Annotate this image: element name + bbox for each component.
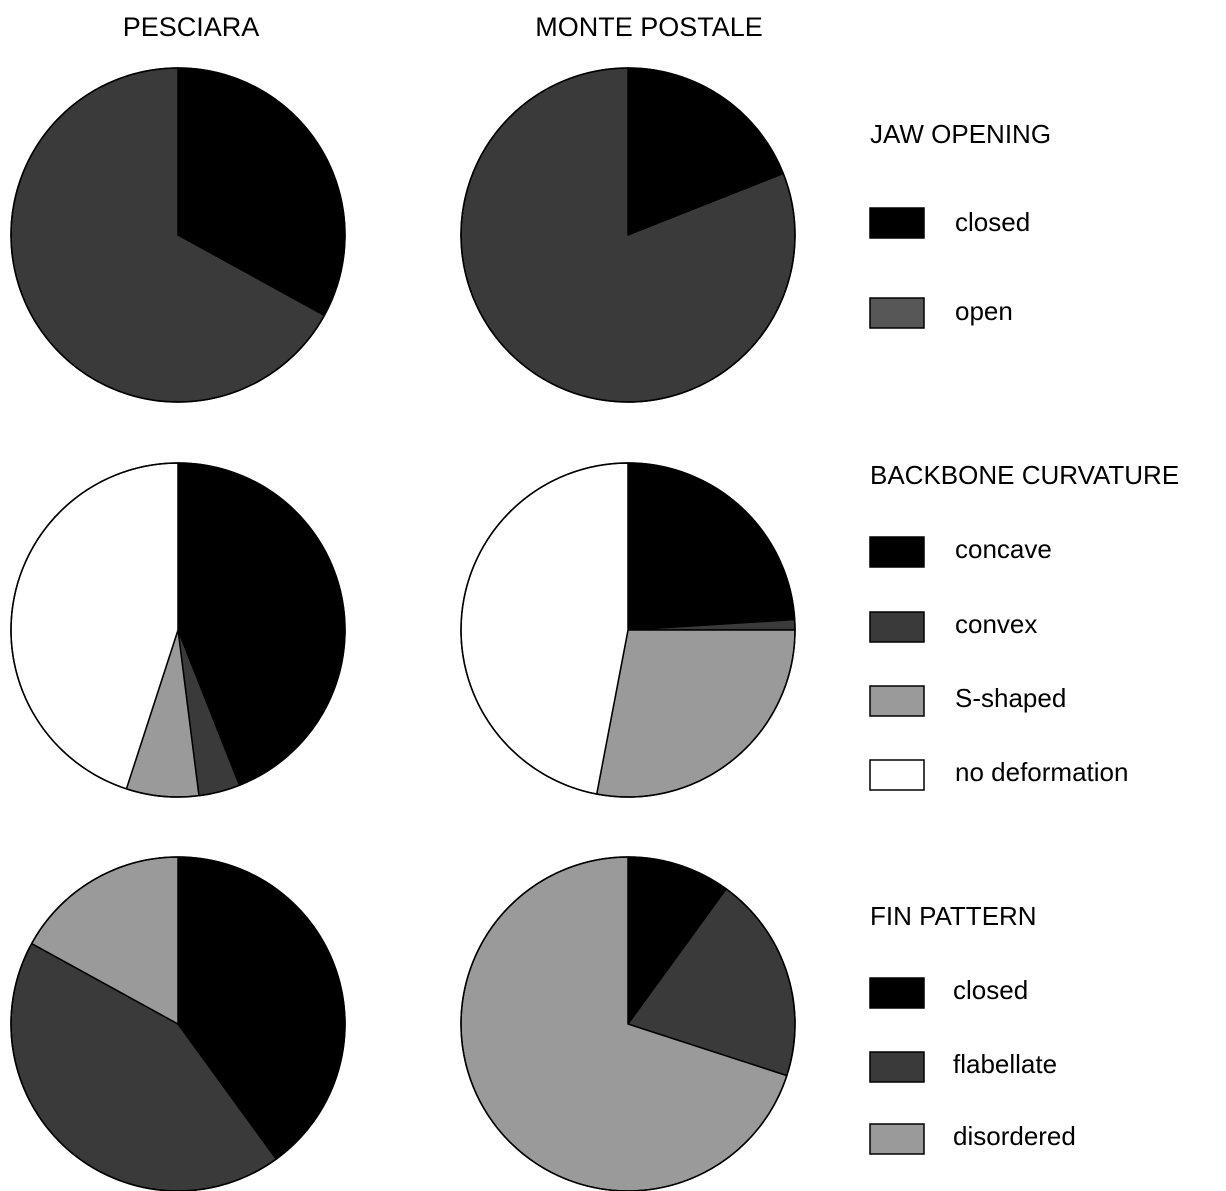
- legend-title-fin-pattern: FIN PATTERN: [870, 901, 1037, 931]
- pie-fin-pattern-pesciara: [10, 856, 346, 1191]
- pie-jaw-opening-monte-postale: [460, 67, 796, 403]
- pie-outline: [460, 67, 796, 403]
- pie-outline: [460, 856, 796, 1191]
- legend-label-flabellate: flabellate: [953, 1049, 1057, 1079]
- legend-label-fin-closed: closed: [953, 975, 1028, 1005]
- pie-outline: [10, 67, 346, 403]
- legend-label-s-shaped: S-shaped: [955, 683, 1066, 713]
- legend-label-closed: closed: [955, 207, 1030, 237]
- pie-jaw-opening-pesciara: [10, 67, 346, 403]
- legend-label-open: open: [955, 296, 1013, 326]
- pie-slice-backbone-curvature-monte-postale-no-deformation: [460, 462, 629, 795]
- legend-swatch-disordered: [869, 1123, 925, 1155]
- legend-swatch-s-shaped: [869, 685, 925, 717]
- pie-outline: [10, 462, 346, 798]
- column-title-monte-postale: MONTE POSTALE: [535, 12, 763, 42]
- pie-slice-backbone-curvature-monte-postale-s-shaped: [595, 629, 796, 798]
- legend-label-concave: concave: [955, 534, 1052, 564]
- panel-fin-pattern: FIN PATTERN closed flabellate disordered: [10, 856, 1076, 1191]
- panel-backbone-curvature: BACKBONE CURVATURE concave convex S-shap…: [10, 460, 1179, 798]
- pie-backbone-curvature-monte-postale: [460, 462, 796, 798]
- pie-outline: [10, 856, 346, 1191]
- legend-swatch-concave: [869, 536, 925, 568]
- legend-label-disordered: disordered: [953, 1121, 1076, 1151]
- legend-swatch-convex: [869, 611, 925, 643]
- legend-title-backbone-curvature: BACKBONE CURVATURE: [870, 460, 1179, 490]
- legend-swatch-closed: [869, 207, 925, 239]
- legend-swatch-fin-closed: [869, 977, 925, 1009]
- legend-label-no-deformation: no deformation: [955, 757, 1128, 787]
- legend-swatch-flabellate: [869, 1051, 925, 1083]
- column-title-pesciara: PESCIARA: [123, 12, 260, 42]
- panel-jaw-opening: JAW OPENING closed open: [10, 67, 1051, 403]
- legend-swatch-open: [869, 297, 925, 329]
- legend-swatch-no-deformation: [869, 759, 925, 791]
- legend-label-convex: convex: [955, 609, 1037, 639]
- pie-slice-backbone-curvature-monte-postale-concave: [627, 462, 796, 631]
- pie-outline: [460, 462, 796, 798]
- legend-title-jaw-opening: JAW OPENING: [870, 119, 1051, 149]
- pie-fin-pattern-monte-postale: [460, 856, 796, 1191]
- pie-backbone-curvature-pesciara: [10, 462, 346, 798]
